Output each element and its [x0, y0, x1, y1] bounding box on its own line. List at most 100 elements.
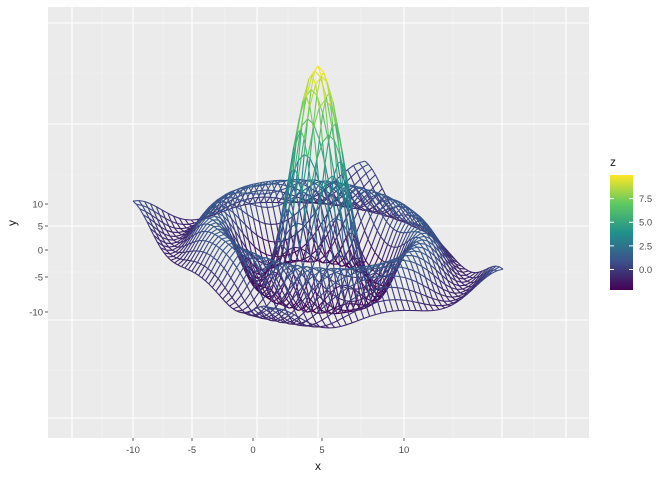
wire-segment: [363, 193, 370, 202]
wire-segment: [416, 222, 423, 226]
wire-segment: [236, 225, 242, 240]
wire-segment: [298, 287, 304, 297]
wire-segment: [176, 223, 181, 230]
wire-segment: [417, 281, 424, 286]
wire-segment: [353, 193, 361, 203]
wire-segment: [390, 263, 395, 273]
wire-segment: [194, 272, 199, 276]
wire-segment: [273, 260, 280, 263]
wire-segment: [254, 257, 262, 263]
wire-segment: [327, 135, 333, 177]
wire-segment: [408, 212, 413, 216]
wire-segment: [201, 231, 209, 241]
wire-segment: [454, 292, 459, 297]
wire-segment: [245, 263, 250, 270]
wire-segment: [369, 207, 374, 210]
wire-segment: [322, 96, 327, 114]
wire-segment: [439, 279, 446, 285]
wire-segment: [426, 254, 433, 261]
wire-segment: [230, 218, 238, 226]
wire-segment: [260, 206, 266, 224]
wire-segment: [234, 192, 239, 200]
wire-segment: [359, 189, 367, 195]
wire-segment: [277, 318, 285, 323]
wire-segment: [167, 212, 172, 222]
wire-segment: [405, 220, 410, 224]
wire-segment: [404, 259, 411, 262]
x-tick-label: -10: [126, 445, 140, 456]
wire-segment: [237, 244, 242, 249]
wire-segment: [211, 278, 219, 288]
wire-segment: [178, 218, 184, 225]
wire-segment: [294, 179, 300, 184]
wire-segment: [287, 226, 293, 250]
wire-segment: [260, 250, 267, 255]
wire-segment: [390, 245, 395, 248]
wire-segment: [459, 284, 465, 287]
wire-segment: [179, 251, 187, 260]
wire-segment: [370, 272, 376, 285]
wire-segment: [247, 214, 254, 219]
wire-segment: [331, 268, 336, 273]
wire-segment: [200, 223, 208, 233]
wire-segment: [314, 301, 320, 312]
wire-segment: [142, 214, 148, 222]
wire-segment: [397, 232, 405, 248]
wire-segment: [250, 308, 255, 312]
wire-segment: [228, 283, 235, 293]
wire-segment: [211, 287, 217, 292]
wire-segment: [281, 182, 289, 219]
wire-segment: [180, 259, 188, 267]
wire-segment: [307, 323, 312, 327]
wire-segment: [246, 285, 251, 294]
wire-segment: [210, 222, 217, 226]
wire-segment: [177, 241, 185, 248]
wire-segment: [330, 323, 336, 328]
wire-segment: [317, 284, 322, 296]
wire-segment: [268, 316, 275, 321]
wire-segment: [306, 158, 312, 187]
wire-segment: [312, 316, 317, 324]
wire-segment: [305, 320, 312, 325]
wire-segment: [257, 306, 261, 309]
wire-segment: [410, 260, 417, 264]
wire-segment: [174, 258, 181, 264]
wire-segment: [262, 238, 267, 255]
wire-segment: [260, 305, 265, 308]
wire-segment: [167, 239, 174, 241]
wire-segment: [184, 236, 192, 247]
wire-segment: [198, 231, 205, 241]
wire-segment: [276, 263, 284, 268]
wire-segment: [321, 319, 327, 326]
wire-segment: [295, 228, 300, 248]
wire-segment: [356, 293, 363, 298]
wire-segment: [443, 271, 449, 281]
wire-segment: [414, 232, 422, 238]
wire-segment: [374, 174, 380, 182]
wire-segment: [311, 323, 318, 327]
wire-segment: [352, 284, 358, 297]
wire-segment: [330, 105, 338, 125]
wire-segment: [407, 268, 414, 272]
wire-segment: [296, 278, 304, 289]
wire-segment: [365, 168, 373, 174]
wire-segment: [171, 220, 178, 225]
wire-segment: [451, 274, 457, 281]
wire-segment: [381, 197, 386, 203]
wire-segment: [430, 280, 438, 286]
wire-segment: [340, 161, 348, 200]
wire-segment: [214, 215, 219, 221]
wire-segment: [167, 255, 174, 258]
wire-segment: [324, 100, 329, 136]
wire-segment: [286, 320, 293, 324]
wire-segment: [286, 250, 291, 261]
wire-segment: [325, 249, 331, 260]
wire-segment: [264, 223, 271, 225]
wire-segment: [205, 213, 212, 219]
wire-segment: [335, 291, 343, 297]
wire-segment: [370, 277, 375, 290]
wire-segment: [375, 260, 383, 274]
wire-segment: [282, 302, 290, 309]
wire-segment: [358, 305, 365, 310]
wire-segment: [218, 294, 224, 300]
